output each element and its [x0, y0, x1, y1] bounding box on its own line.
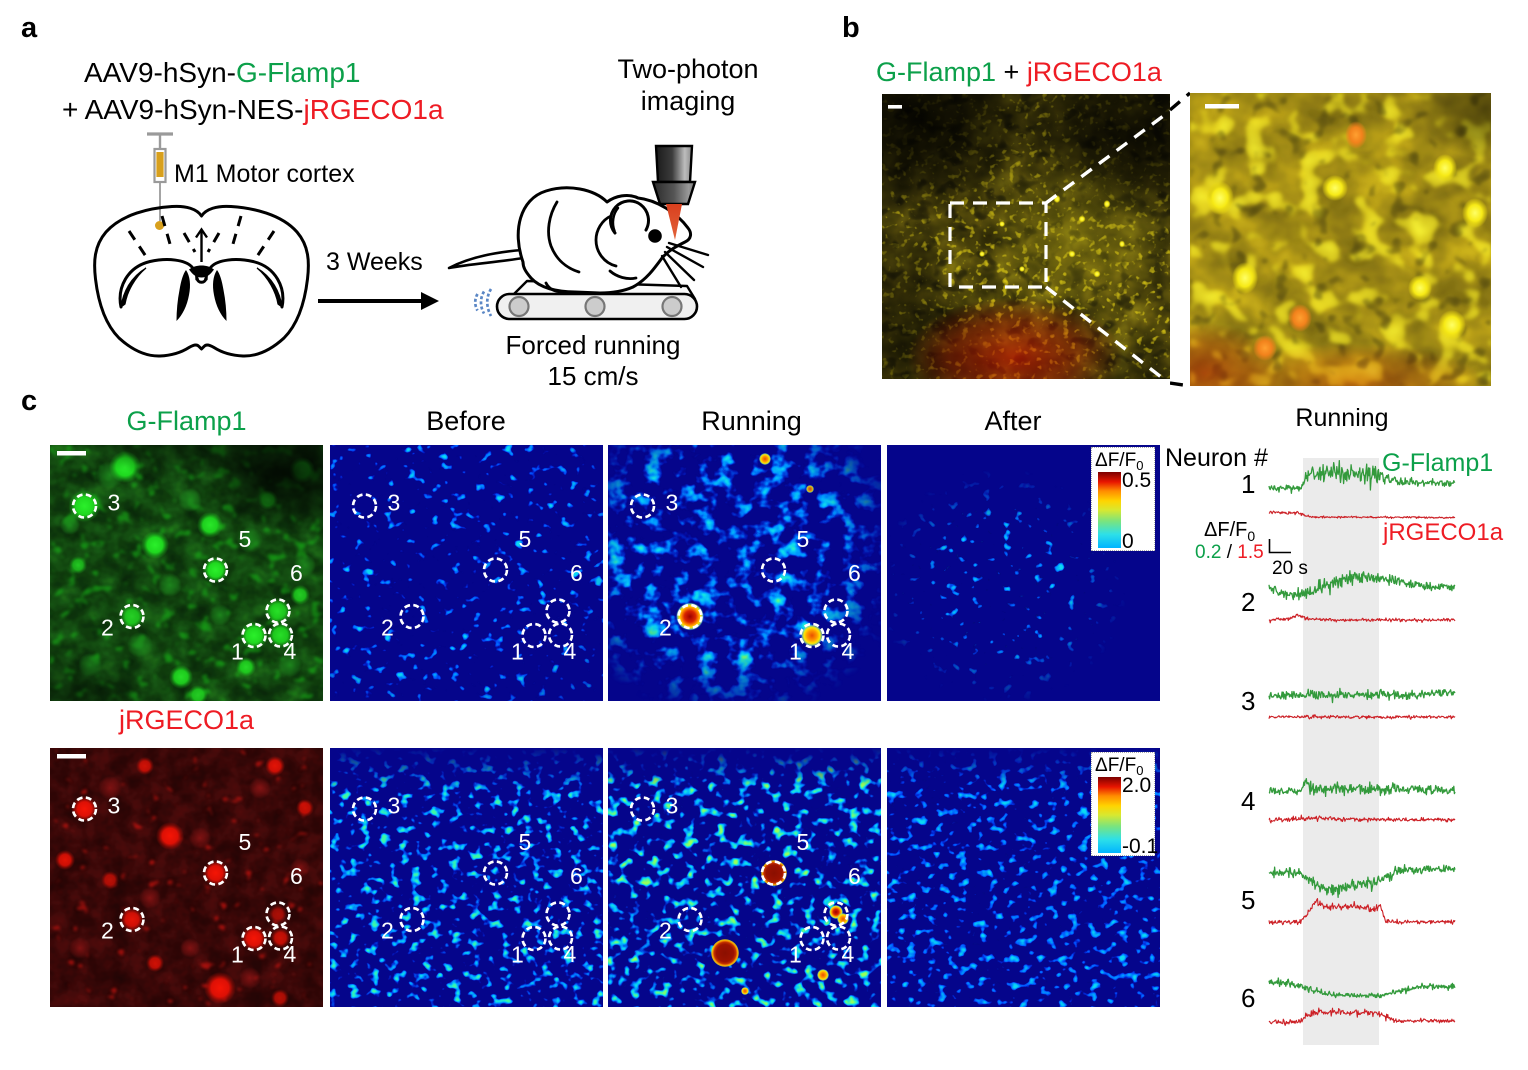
- svg-text:1: 1: [789, 639, 802, 665]
- svg-text:1: 1: [231, 942, 244, 968]
- svg-text:2: 2: [381, 615, 394, 641]
- svg-text:5: 5: [519, 526, 532, 552]
- svg-text:2: 2: [659, 918, 672, 944]
- svg-text:4: 4: [842, 941, 855, 967]
- svg-text:1: 1: [231, 639, 244, 665]
- svg-text:4: 4: [284, 638, 297, 664]
- svg-text:2: 2: [101, 615, 114, 641]
- svg-text:ΔF/F0: ΔF/F0: [1095, 450, 1143, 473]
- svg-text:3: 3: [666, 490, 679, 516]
- svg-text:4: 4: [842, 638, 855, 664]
- svg-text:6: 6: [570, 560, 583, 586]
- svg-text:2: 2: [659, 615, 672, 641]
- svg-text:2: 2: [381, 918, 394, 944]
- svg-text:-0.1: -0.1: [1122, 835, 1158, 856]
- svg-text:ΔF/F0: ΔF/F0: [1095, 755, 1143, 778]
- svg-text:5: 5: [797, 829, 810, 855]
- svg-text:6: 6: [290, 560, 303, 586]
- svg-text:1: 1: [511, 942, 524, 968]
- svg-text:5: 5: [519, 829, 532, 855]
- svg-text:4: 4: [564, 638, 577, 664]
- svg-text:0: 0: [1122, 530, 1134, 551]
- svg-text:3: 3: [388, 490, 401, 516]
- svg-text:0.5: 0.5: [1122, 469, 1151, 492]
- svg-text:2: 2: [101, 918, 114, 944]
- svg-text:3: 3: [388, 793, 401, 819]
- svg-text:3: 3: [666, 793, 679, 819]
- svg-text:1: 1: [511, 639, 524, 665]
- svg-text:5: 5: [797, 526, 810, 552]
- svg-text:4: 4: [284, 941, 297, 967]
- svg-text:1: 1: [789, 942, 802, 968]
- svg-text:5: 5: [239, 829, 252, 855]
- svg-text:2.0: 2.0: [1122, 774, 1151, 797]
- svg-text:6: 6: [570, 863, 583, 889]
- svg-text:3: 3: [108, 490, 121, 516]
- svg-text:6: 6: [848, 863, 861, 889]
- svg-text:3: 3: [108, 793, 121, 819]
- svg-text:6: 6: [290, 863, 303, 889]
- svg-text:4: 4: [564, 941, 577, 967]
- svg-text:5: 5: [239, 526, 252, 552]
- svg-text:6: 6: [848, 560, 861, 586]
